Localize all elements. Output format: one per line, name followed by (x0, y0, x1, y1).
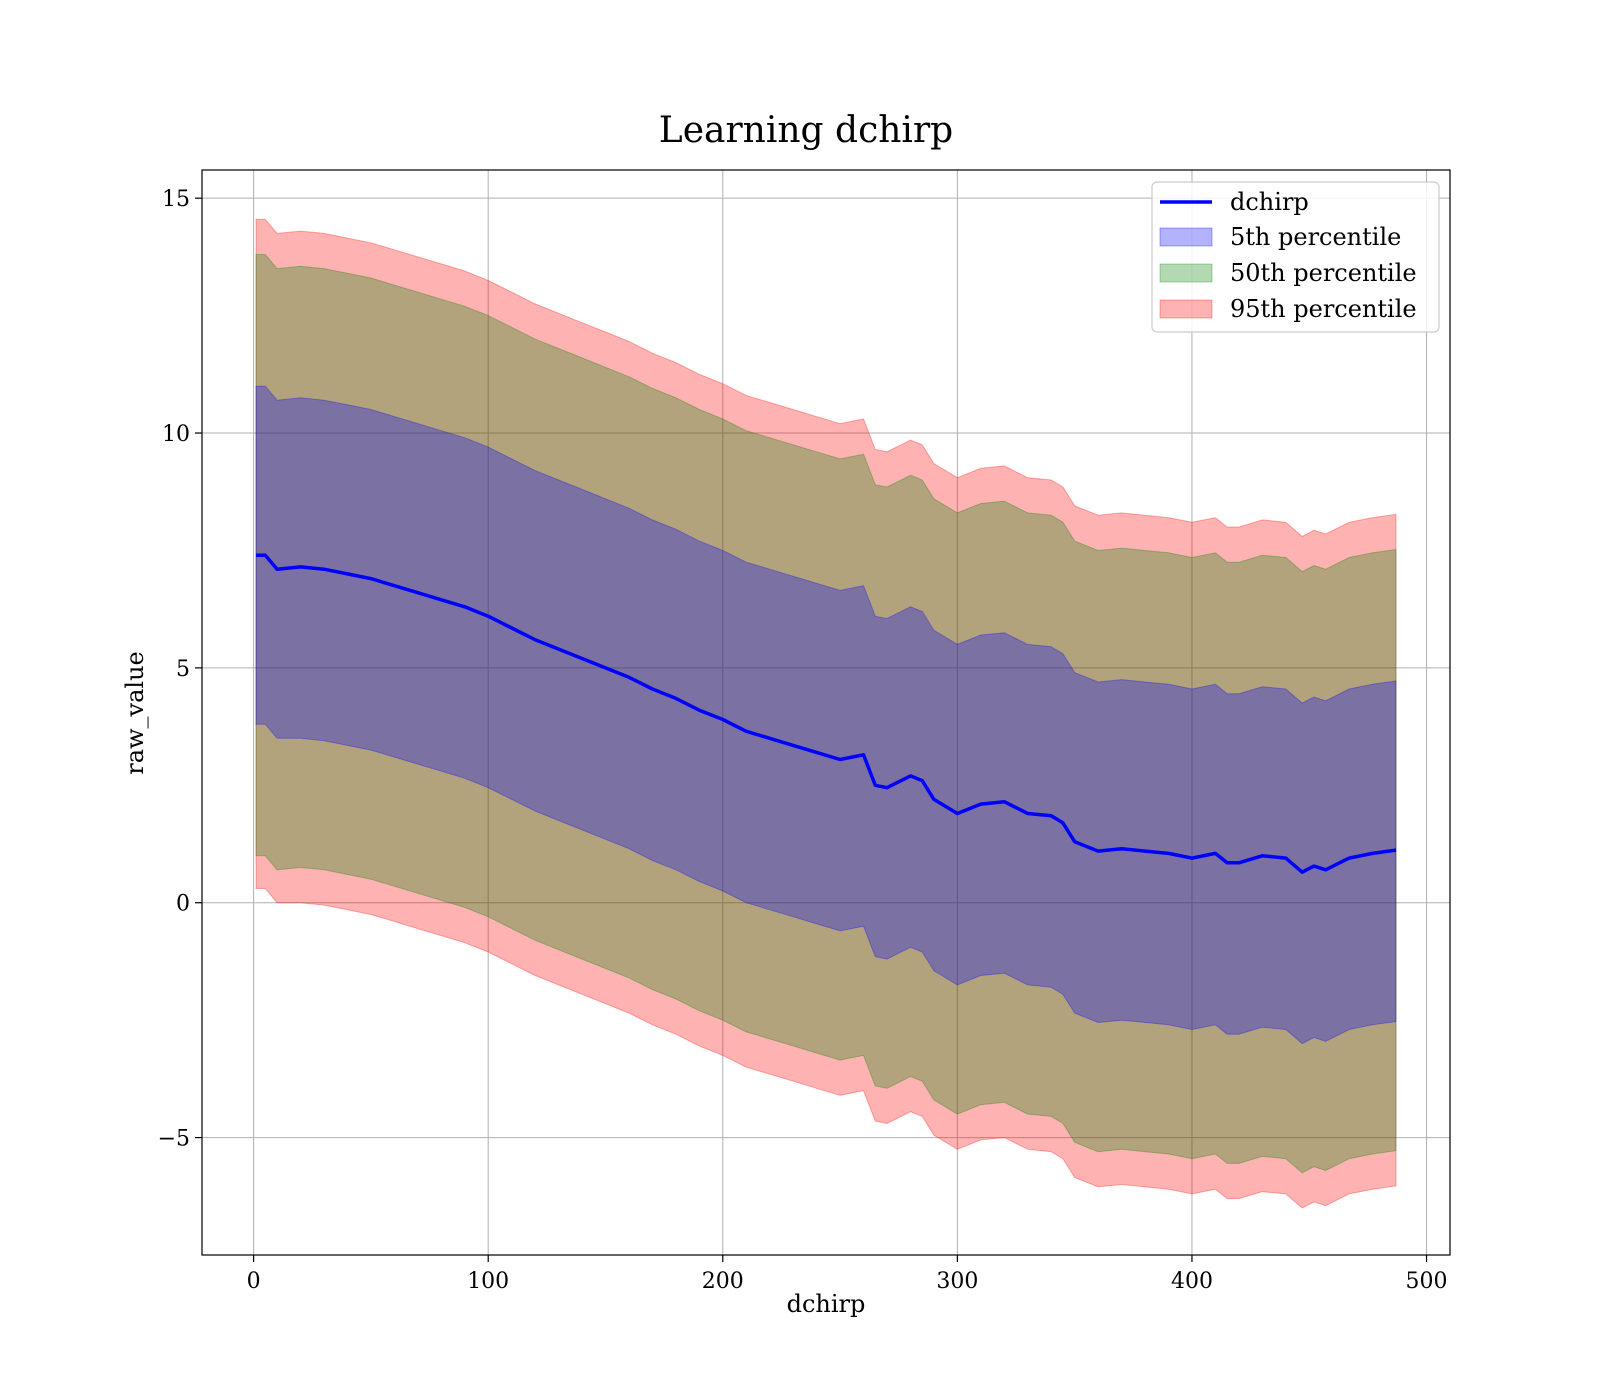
legend-label-50th-percentile: 50th percentile (1230, 259, 1417, 287)
percentile-bands (255, 218, 1397, 1209)
axis-ticks: 0 100 200 300 400 500 −5 0 5 10 15 (158, 187, 1448, 1294)
band-50th-percentile (255, 254, 1397, 1174)
y-axis-label: raw_value (121, 651, 149, 775)
y-tick-label: 10 (162, 422, 190, 447)
series-lines (256, 553, 1397, 874)
x-tick-label: 400 (1171, 1269, 1213, 1294)
legend-label-dchirp: dchirp (1230, 188, 1309, 216)
y-tick-label: 5 (176, 657, 190, 682)
y-tick-label: 15 (162, 187, 190, 212)
line-dchirp (256, 553, 1397, 874)
x-tick-label: 200 (702, 1269, 744, 1294)
band-5th-percentile (255, 385, 1397, 1045)
legend-label-95th-percentile: 95th percentile (1230, 295, 1417, 323)
plot-frame (201, 169, 1451, 1256)
legend-label-5th-percentile: 5th percentile (1230, 223, 1401, 251)
legend-swatch-5th-percentile (1159, 227, 1213, 247)
x-tick-label: 300 (936, 1269, 978, 1294)
chart-title: Learning dchirp (659, 110, 953, 151)
y-tick-label: 0 (176, 892, 190, 917)
legend: dchirp 5th percentile 50th percentile 95… (1151, 181, 1440, 333)
x-tick-label: 500 (1406, 1269, 1448, 1294)
y-tick-label: −5 (158, 1127, 190, 1152)
band-95th-percentile (255, 218, 1397, 1209)
legend-box (1151, 181, 1440, 333)
x-axis-label: dchirp (787, 1290, 866, 1318)
x-tick-label: 0 (247, 1269, 261, 1294)
legend-swatch-50th-percentile (1159, 263, 1213, 283)
legend-swatch-95th-percentile (1159, 299, 1213, 319)
x-tick-label: 100 (467, 1269, 509, 1294)
